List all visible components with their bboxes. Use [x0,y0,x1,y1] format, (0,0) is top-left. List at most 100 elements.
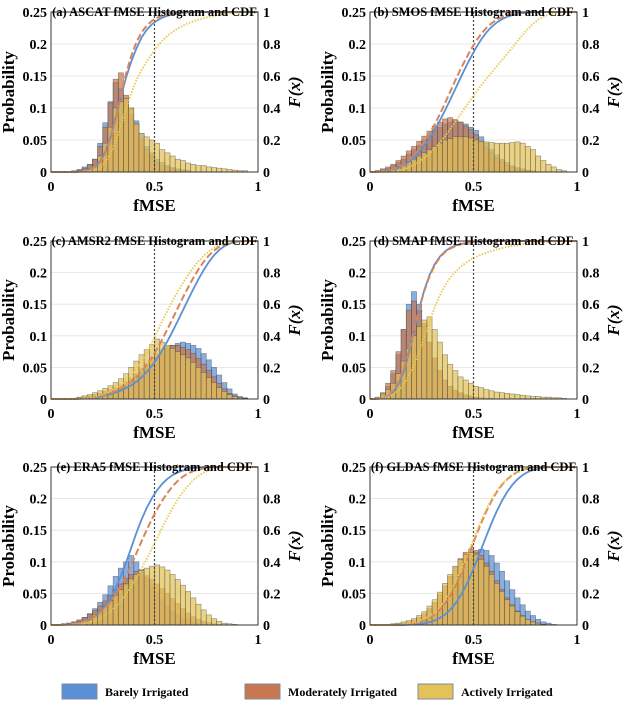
y2-tick-label: 0.2 [582,587,600,602]
histogram-bar [509,142,516,173]
histogram-bar [421,319,428,400]
histogram-bar [514,141,521,173]
histogram-bar [483,389,490,400]
legend-label: Moderately Irrigated [288,685,397,699]
x-axis-label: fMSE [452,423,495,442]
y2-tick-label: 0 [582,393,589,408]
histogram-bar [154,564,160,626]
histogram-bar [457,376,464,400]
y-axis-label: Probability [0,505,18,587]
y-tick-label: 0 [359,166,366,181]
histogram-bar [468,137,474,173]
y2-tick-label: 0 [582,166,589,181]
legend: Barely Irrigated Moderately Irrigated Acti… [61,683,553,700]
histogram-bar [514,611,521,626]
x-tick-label: 0 [48,407,55,422]
cdf-line [51,11,258,173]
y2-tick-label: 0 [582,619,589,634]
x-tick-label: 1 [574,633,581,648]
y-tick-label: 0.05 [23,134,48,149]
y2-tick-label: 1 [582,235,589,250]
histogram-bar [128,578,135,626]
histogram-bar [169,155,176,173]
y2-axis-label: F(x) [285,76,304,108]
histogram-bar [200,372,207,400]
y2-tick-label: 0.4 [582,556,600,571]
y-tick-label: 0.2 [349,38,367,53]
histogram-bar [169,574,176,626]
cdf-line [370,466,577,626]
y-tick-label: 0.15 [342,298,367,313]
histogram-bar [478,140,485,173]
histogram-bar [550,166,557,173]
histogram-bar [143,567,150,626]
histogram-bar [174,351,181,400]
histogram-bar [499,591,505,626]
histogram-bar [478,387,485,400]
y2-tick-label: 1 [263,461,270,476]
histogram-bar [416,326,423,400]
y-tick-label: 0.1 [30,330,48,345]
y2-tick-label: 0.6 [582,524,600,539]
y-tick-label: 0 [40,166,47,181]
y-tick-label: 0.1 [30,556,48,571]
y-tick-label: 0.05 [23,587,48,602]
histogram-bar [180,160,186,173]
histogram-bar [133,123,140,173]
y2-tick-label: 0.8 [582,493,600,508]
y2-tick-label: 0.4 [582,330,600,345]
histogram-bar [524,146,531,173]
histogram-bar [117,589,124,626]
y2-tick-label: 0.4 [263,102,281,117]
histogram-bar [112,594,119,626]
histogram-bar [530,149,536,173]
y2-axis-label: F(x) [604,530,623,562]
histogram-bar [519,394,526,400]
histogram-bar [180,354,186,400]
histogram-bar [205,614,212,626]
y-tick-label: 0 [359,393,366,408]
histogram-bar [159,566,166,626]
histogram-bar [190,362,197,400]
histogram-bar [133,574,140,626]
histogram-bar [504,599,511,626]
y2-tick-label: 1 [582,6,589,21]
y2-tick-label: 0.8 [263,38,281,53]
x-tick-label: 0.5 [465,407,483,422]
y-tick-label: 0.1 [30,102,48,117]
histogram-bar [499,392,505,400]
histogram-bar [499,142,505,173]
y-tick-label: 0.2 [349,493,367,508]
histogram-bar [436,341,443,400]
panel-title: (e) ERA5 fMSE Histogram and CDF [56,460,253,474]
histogram-bar [431,329,438,400]
histogram-bar [509,393,516,400]
histogram-bar [452,565,459,626]
histogram-bar [488,574,495,626]
histogram-bar [535,155,542,173]
y2-tick-label: 0.6 [263,524,281,539]
y-tick-label: 0.25 [23,461,48,476]
histogram-bar [221,391,228,400]
legend-item: Moderately Irrigated [244,683,397,700]
cdf-line [51,11,258,173]
panel-title: (d) SMAP fMSE Histogram and CDF [374,234,574,248]
x-tick-label: 0 [367,180,374,195]
histogram-bar [452,136,459,173]
x-tick-label: 0.5 [146,180,164,195]
histogram-bar [473,386,479,400]
y2-tick-label: 0.6 [582,70,600,85]
histogram-bar [519,615,526,626]
histogram-bar [483,565,490,626]
histogram-bar [447,138,454,173]
y-tick-label: 0.25 [342,6,367,21]
y-axis-label: Probability [0,279,18,361]
histogram-bar [468,382,474,400]
histogram-bar [164,152,171,173]
histogram-bar [488,390,495,400]
x-tick-label: 0 [48,633,55,648]
y2-tick-label: 0.2 [263,587,281,602]
histogram-bar [169,348,176,400]
histogram-bar [216,387,223,400]
